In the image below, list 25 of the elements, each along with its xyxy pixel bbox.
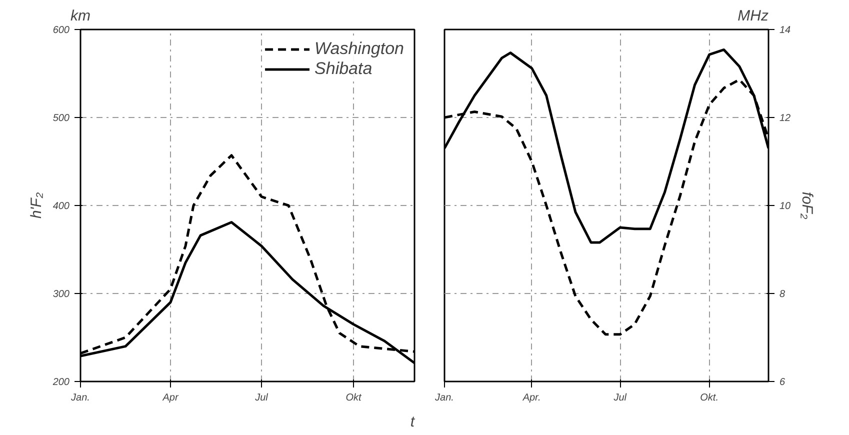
y-tick-label: 6 [780, 377, 786, 388]
x-tick-label: Jul [612, 392, 628, 404]
y-tick-label: 14 [780, 25, 792, 36]
text: MHz [738, 8, 769, 24]
x-tick-label: Jul [254, 392, 269, 404]
y-axis-title: h'F₂ [28, 192, 45, 219]
x-tick-label: Jan. [434, 392, 454, 404]
x-tick-label: Apr. [522, 392, 541, 404]
y-tick-label: 300 [52, 289, 70, 300]
y-tick-label: 10 [780, 201, 792, 212]
x-axis-title: t [410, 414, 416, 430]
text: km [70, 8, 90, 24]
y-tick-label: 600 [52, 25, 70, 36]
y-axis-title: foF₂ [798, 192, 816, 220]
y-tick-label: 12 [780, 113, 792, 124]
x-tick-label: Jan. [70, 392, 90, 404]
x-tick-label: Okt. [700, 392, 719, 404]
y-tick-label: 400 [52, 201, 70, 212]
y-tick-label: 200 [52, 377, 70, 388]
legend-label: Shibata [314, 59, 372, 79]
x-tick-label: Apr [162, 392, 179, 404]
y-tick-label: 8 [780, 289, 786, 300]
legend-label: Washington [314, 39, 404, 59]
y-tick-label: 500 [52, 113, 70, 124]
x-tick-label: Okt [346, 392, 362, 404]
